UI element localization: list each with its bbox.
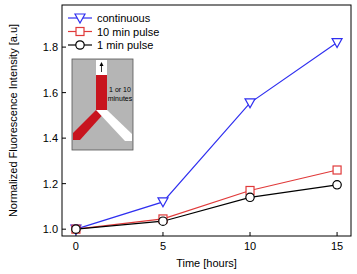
inset-red-fill — [96, 75, 107, 112]
y-tick — [62, 138, 66, 139]
y-tick-label: 1.8 — [43, 41, 58, 53]
x-tick-label: 15 — [331, 240, 343, 252]
series-line — [76, 170, 337, 229]
x-tick — [162, 232, 163, 236]
x-tick — [337, 232, 338, 236]
x-tick-label: 0 — [73, 240, 79, 252]
y-tick-label: 1.2 — [43, 178, 58, 190]
legend-marker — [76, 28, 84, 36]
data-point — [332, 39, 342, 48]
inset-right-branch — [96, 110, 132, 141]
legend-label: continuous — [97, 12, 151, 24]
data-point — [245, 99, 255, 108]
y-tick — [62, 92, 66, 93]
x-tick — [250, 232, 251, 236]
inset-annotation: minutes — [108, 95, 133, 102]
x-tick-label: 10 — [244, 240, 256, 252]
inset: 1 or 10 minutes — [72, 59, 133, 150]
legend-label: 10 min pulse — [97, 26, 159, 38]
y-tick — [62, 183, 66, 184]
data-point — [72, 225, 80, 233]
legend-marker — [76, 41, 84, 49]
legend-label: 1 min pulse — [97, 39, 153, 51]
y-tick — [62, 229, 66, 230]
data-point — [333, 181, 341, 189]
data-point — [72, 225, 80, 233]
legend-marker — [75, 14, 85, 23]
x-tick-label: 5 — [160, 240, 166, 252]
legend: continuous 10 min pulse1 min pulse — [68, 12, 159, 51]
inset-box — [72, 59, 133, 150]
inset-arrowhead — [100, 62, 104, 66]
data-point — [246, 193, 254, 201]
y-tick-label: 1.4 — [43, 132, 58, 144]
x-axis-label: Time [hours] — [176, 257, 237, 269]
inset-annotation: 1 or 10 — [109, 86, 131, 93]
y-tick — [62, 47, 66, 48]
data-point — [333, 166, 341, 174]
data-point — [158, 198, 168, 207]
chart: 0 5 10 15 1.0 1.2 1.4 1.6 1.8 Time [hours] Normali… — [0, 0, 357, 274]
series-group — [71, 39, 342, 235]
data-point — [71, 225, 81, 234]
y-axis-label: Normalized Fluorescence Intensity [a.u] — [7, 24, 19, 217]
y-tick-label: 1.6 — [43, 87, 58, 99]
inset-channel — [96, 60, 107, 112]
y-tick-label: 1.0 — [43, 223, 58, 235]
data-point — [159, 217, 167, 225]
plot-frame — [62, 5, 351, 236]
series-line — [76, 185, 337, 229]
